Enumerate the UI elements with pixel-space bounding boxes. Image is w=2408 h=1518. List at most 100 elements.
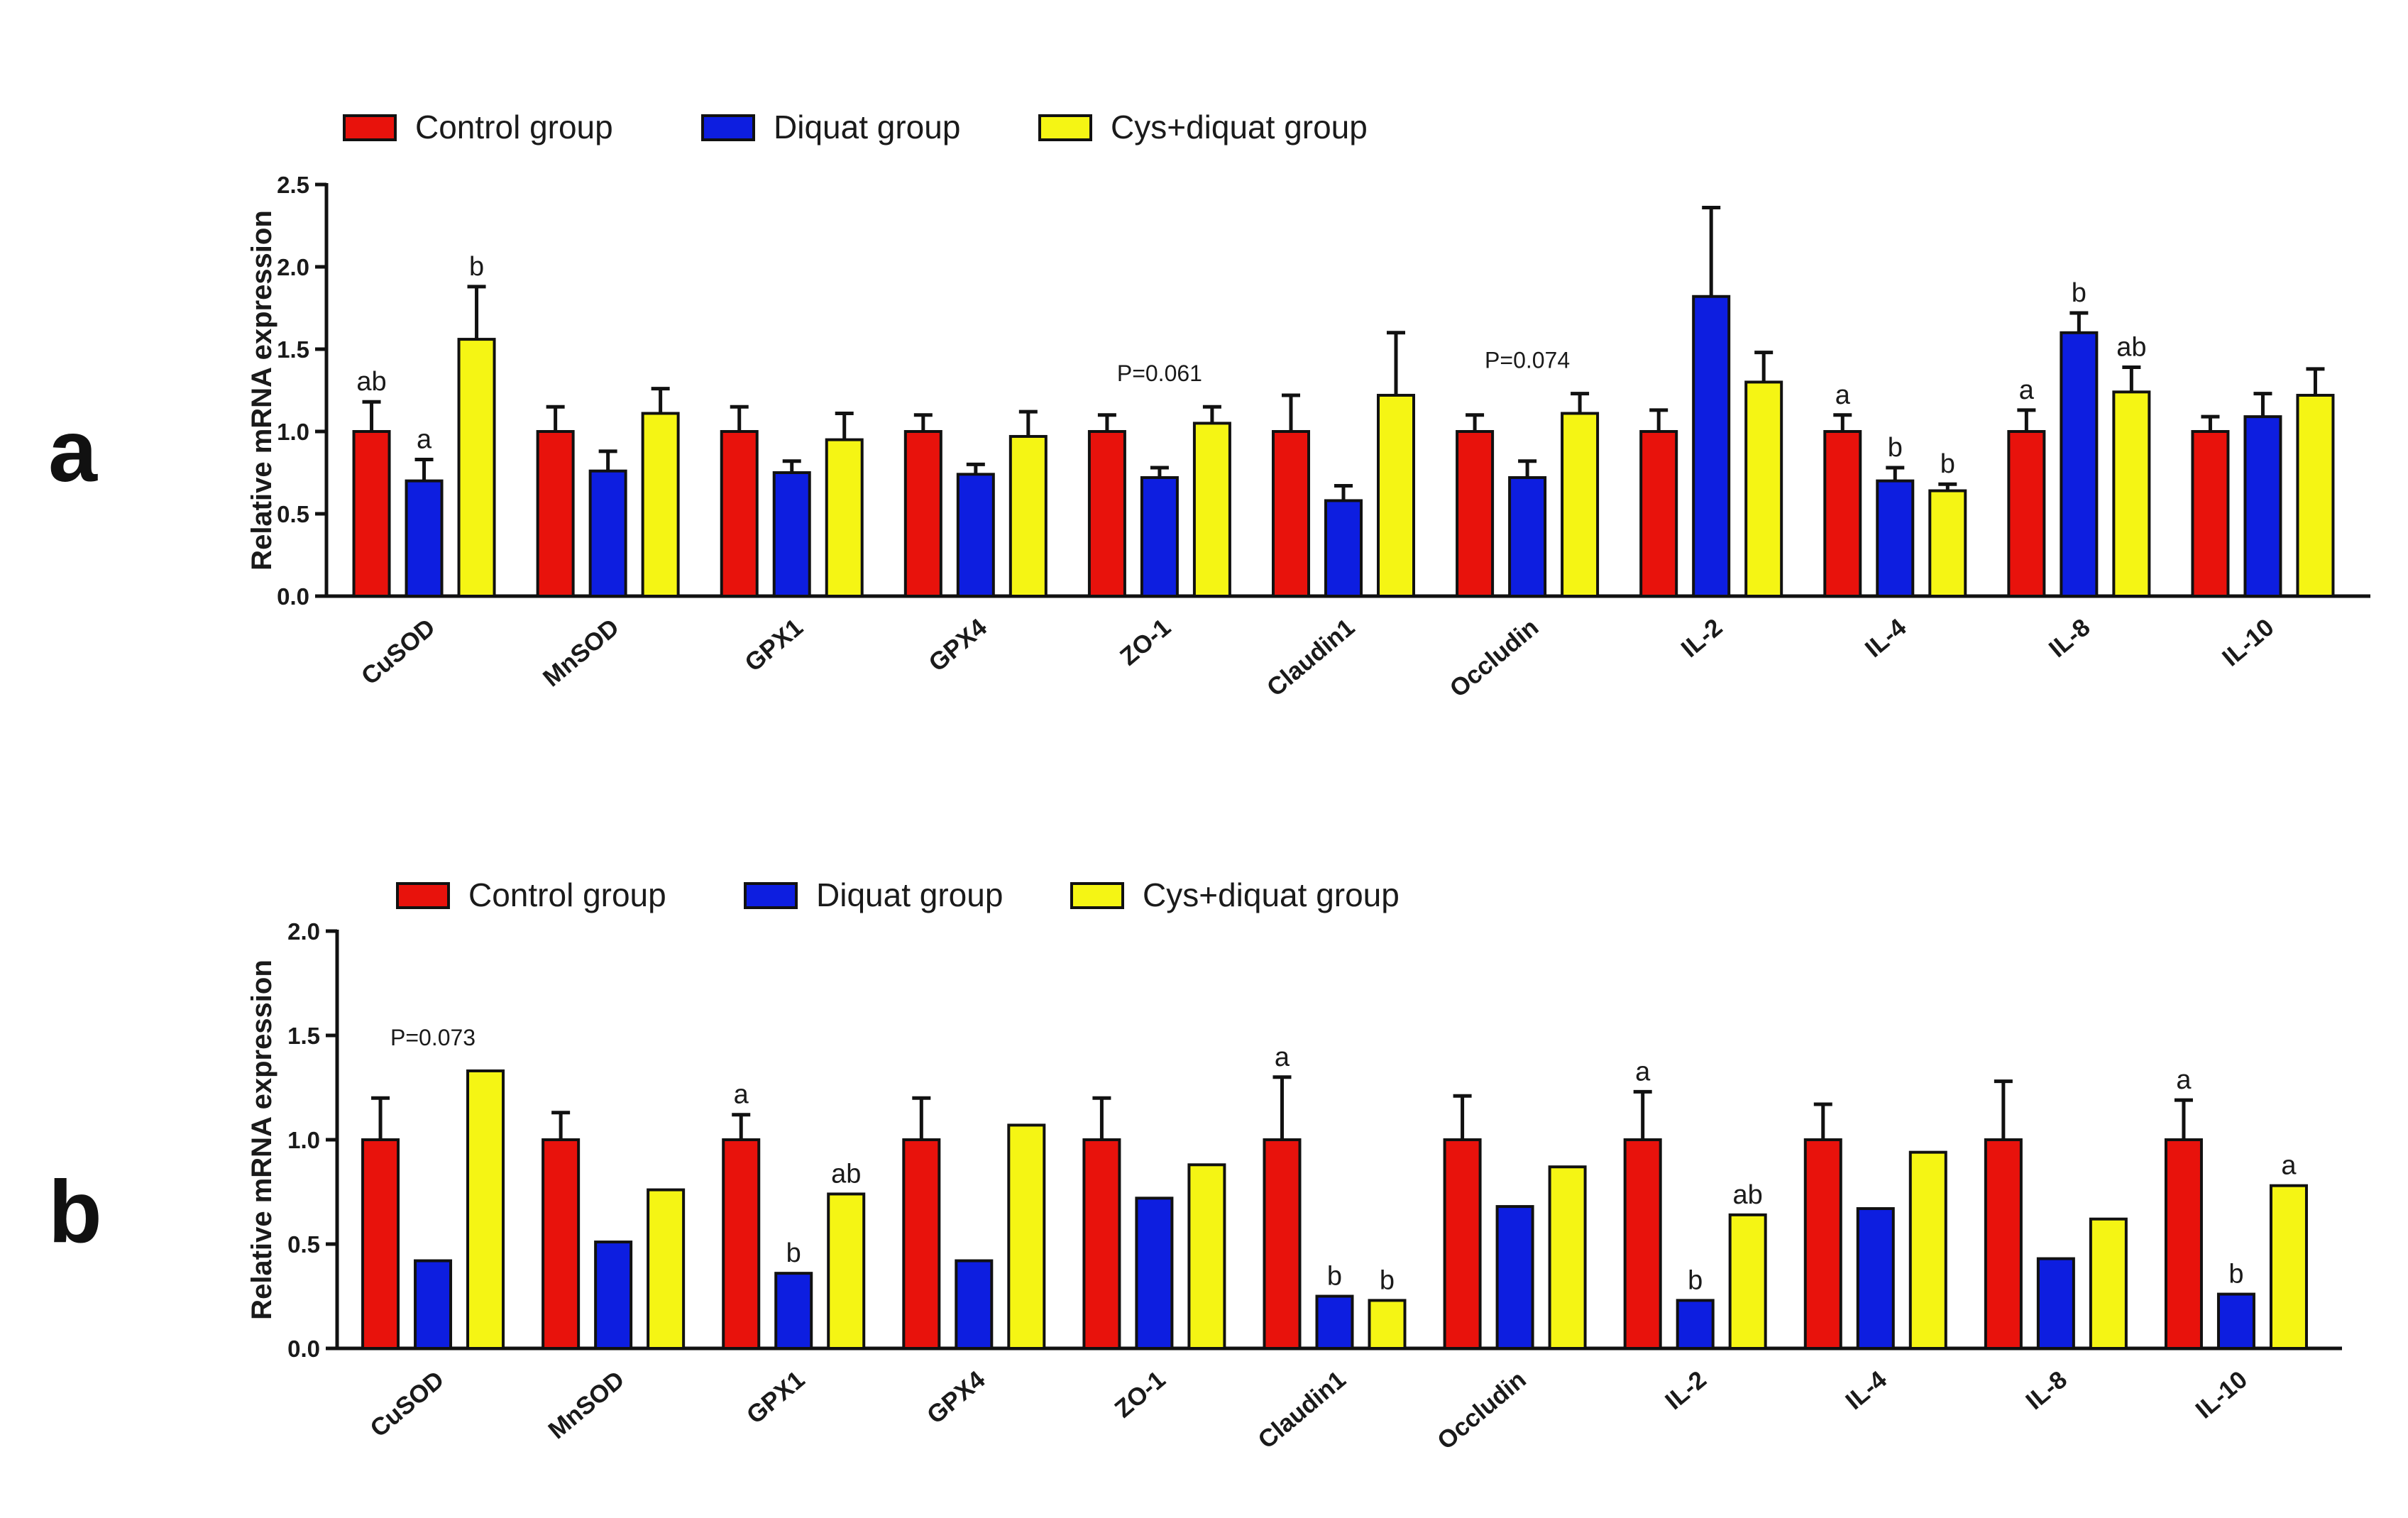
bar-b-1-3: [955, 1259, 994, 1351]
bar-b-2-2: [827, 1192, 866, 1350]
legend-label-a-1: Diquat group: [774, 109, 960, 145]
ytick-label-a-1: 0.5: [277, 501, 309, 527]
bar-a-1-9: [2060, 331, 2099, 598]
xtick-label-b-5: Claudin1: [1253, 1365, 1351, 1454]
bar-a-1-6: [1508, 475, 1547, 598]
xtick-label-a-7: IL-2: [1676, 613, 1728, 663]
bar-b-0-8: [1803, 1138, 1842, 1350]
legend-label-b-2: Cys+diquat group: [1143, 876, 1400, 913]
bar-b-0-2: [722, 1138, 761, 1350]
bar-a-2-0: [457, 338, 496, 598]
xtick-label-b-9: IL-8: [2021, 1365, 2072, 1415]
bar-b-1-7: [1676, 1299, 1715, 1351]
bar-b-0-7: [1623, 1138, 1662, 1350]
bar-b-1-1: [594, 1241, 633, 1351]
bar-b-0-10: [2164, 1138, 2203, 1350]
xtick-label-b-8: IL-4: [1840, 1365, 1892, 1415]
sig-label-b-1: b: [786, 1238, 801, 1268]
sig-label-a-1: a: [417, 424, 432, 454]
sig-label-b-7: b: [1688, 1265, 1703, 1295]
sig-label-a-5: b: [1940, 449, 1955, 479]
xtick-label-b-10: IL-10: [2190, 1365, 2253, 1424]
bar-b-1-10: [2216, 1292, 2255, 1351]
legend-label-a-2: Cys+diquat group: [1111, 109, 1368, 145]
ytick-label-a-5: 2.5: [277, 172, 309, 198]
bar-a-1-5: [1324, 499, 1363, 598]
ytick-label-b-2: 1.0: [287, 1127, 320, 1153]
bar-b-2-1: [647, 1188, 686, 1351]
bar-a-1-2: [772, 471, 811, 598]
bar-a-1-1: [588, 469, 627, 598]
bar-b-0-4: [1082, 1138, 1121, 1350]
bar-b-2-3: [1007, 1123, 1046, 1351]
bar-a-0-10: [2191, 430, 2230, 598]
bar-b-1-6: [1495, 1205, 1534, 1350]
ytick-label-b-3: 1.5: [287, 1023, 320, 1049]
legend-swatch-a-0: [343, 114, 397, 141]
bar-a-2-8: [1928, 489, 1967, 598]
bar-b-0-5: [1263, 1138, 1302, 1350]
bar-a-1-10: [2243, 415, 2282, 598]
xtick-label-b-6: Occludin: [1432, 1365, 1532, 1455]
xtick-label-a-0: CuSOD: [356, 613, 441, 691]
xtick-label-a-2: GPX1: [740, 613, 808, 677]
bar-b-2-0: [466, 1069, 505, 1350]
sig-label-a-3: a: [1835, 380, 1851, 410]
xtick-label-b-0: CuSOD: [365, 1365, 449, 1443]
ylabel-a: Relative mRNA expression: [246, 210, 277, 571]
legend-swatch-b-2: [1070, 882, 1124, 909]
sig-label-b-2: ab: [831, 1159, 861, 1189]
bar-a-1-3: [956, 473, 995, 598]
bar-a-0-3: [903, 430, 942, 598]
ytick-label-b-4: 2.0: [287, 918, 320, 945]
bar-a-1-8: [1876, 479, 1915, 598]
legend-a: Control group Diquat group Cys+diquat grou…: [343, 109, 1368, 145]
bar-a-0-7: [1639, 430, 1678, 598]
bar-b-0-1: [541, 1138, 581, 1350]
bar-b-0-3: [902, 1138, 941, 1350]
chart-a: Control group Diquat group Cys+diquat grou…: [246, 109, 2370, 703]
sig-label-a-4: b: [1888, 433, 1903, 463]
bar-a-1-0: [405, 479, 444, 598]
bar-b-1-4: [1135, 1197, 1174, 1350]
xtick-label-b-3: GPX4: [922, 1365, 991, 1429]
bar-a-1-7: [1692, 295, 1731, 598]
bar-a-2-6: [1561, 412, 1600, 598]
sig-label-a-7: b: [2072, 278, 2087, 308]
legend-swatch-b-1: [744, 882, 798, 909]
ytick-label-a-2: 1.0: [277, 419, 309, 445]
legend-label-b-0: Control group: [468, 876, 666, 913]
legend-swatch-a-2: [1038, 114, 1092, 141]
sig-label-b-9: a: [2176, 1065, 2192, 1095]
bar-a-0-4: [1087, 430, 1126, 598]
sig-label-b-3: a: [1275, 1043, 1290, 1072]
bar-a-2-1: [641, 412, 680, 598]
legend-b: Control group Diquat group Cys+diquat grou…: [396, 876, 1400, 913]
ytick-label-a-4: 2.0: [277, 254, 309, 280]
ytick-label-b-1: 0.5: [287, 1231, 320, 1258]
xtick-label-a-3: GPX4: [923, 613, 992, 677]
sig-label-a-8: ab: [2116, 333, 2146, 363]
pvalue-label-a-0: P=0.061: [1117, 361, 1202, 386]
ytick-label-a-0: 0.0: [277, 583, 309, 610]
bar-a-1-4: [1140, 475, 1179, 598]
pvalue-label-b-0: P=0.073: [390, 1025, 475, 1050]
xtick-label-a-5: Claudin1: [1262, 613, 1360, 702]
ytick-label-b-0: 0.0: [287, 1336, 320, 1362]
bar-a-0-1: [536, 430, 575, 598]
ylabel-b: Relative mRNA expression: [246, 959, 277, 1320]
sig-label-b-5: b: [1380, 1265, 1395, 1295]
bar-b-1-2: [774, 1272, 813, 1351]
xtick-label-a-9: IL-8: [2044, 613, 2096, 663]
bar-b-0-9: [1984, 1138, 2023, 1350]
bar-a-0-6: [1456, 430, 1495, 598]
legend-swatch-b-0: [396, 882, 450, 909]
bar-a-2-3: [1008, 434, 1048, 598]
bar-b-1-8: [1856, 1207, 1895, 1351]
bar-b-2-5: [1368, 1299, 1407, 1351]
xtick-label-a-4: ZO-1: [1115, 613, 1176, 671]
bar-a-0-8: [1823, 430, 1862, 598]
bar-b-1-9: [2036, 1257, 2075, 1350]
sig-label-b-10: b: [2228, 1260, 2243, 1289]
